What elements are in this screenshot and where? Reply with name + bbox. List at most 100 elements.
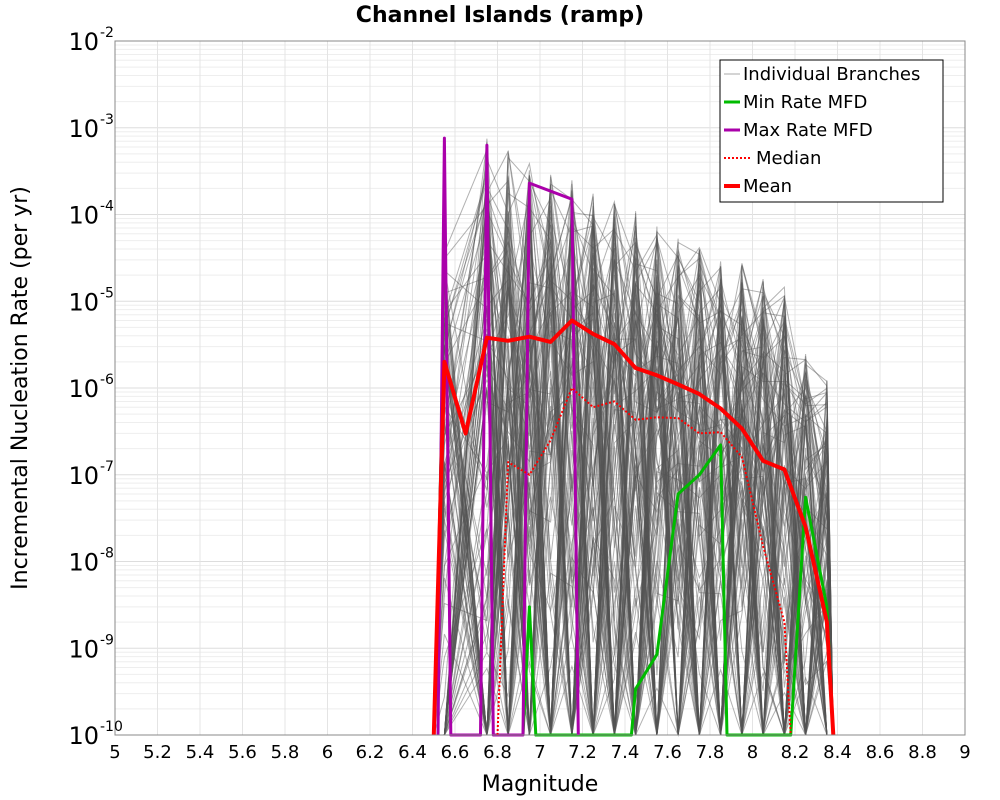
branch-line	[433, 286, 834, 736]
y-tick-exponent: -4	[100, 199, 114, 215]
branch-line	[433, 265, 834, 736]
branch-line	[433, 175, 834, 736]
branch-line	[433, 280, 834, 736]
series-median	[496, 387, 792, 736]
x-tick-label: 6.8	[483, 742, 512, 763]
branch-line	[433, 299, 834, 736]
branch-line	[433, 260, 834, 736]
y-tick-exponent: -7	[100, 459, 114, 475]
y-tick-exponent: -6	[100, 372, 114, 388]
branch-line	[433, 289, 834, 736]
legend-label: Max Rate MFD	[743, 120, 873, 141]
branch-line	[433, 188, 834, 736]
branch-line	[433, 186, 834, 736]
x-tick-label: 8.2	[781, 742, 810, 763]
branch-line	[433, 210, 834, 736]
plot-area-border	[114, 40, 966, 736]
branch-line	[433, 246, 834, 736]
y-tick-label: 10 -3	[68, 112, 114, 143]
x-tick-label: 5.8	[271, 742, 300, 763]
branch-line	[433, 263, 834, 736]
branch-line	[433, 246, 834, 736]
legend-label: Individual Branches	[743, 64, 920, 85]
branch-line	[433, 261, 834, 736]
x-axis-label: Magnitude	[482, 772, 599, 797]
y-tick-label: 10 -7	[68, 459, 114, 490]
x-tick-label: 7.4	[611, 742, 640, 763]
branch-line	[433, 179, 834, 736]
y-tick-exponent: -5	[100, 285, 114, 301]
branch-line	[433, 205, 834, 736]
x-tick-label: 6.2	[356, 742, 385, 763]
branch-line	[433, 215, 834, 736]
y-tick-base: 10	[68, 722, 99, 750]
branch-line	[433, 275, 834, 736]
y-tick-label: 10 -10	[68, 719, 122, 750]
branch-line	[433, 241, 834, 736]
x-tick-label: 6.4	[398, 742, 427, 763]
grid	[114, 41, 966, 736]
branch-line	[433, 202, 834, 736]
y-tick-base: 10	[68, 375, 99, 403]
y-tick-label: 10 -9	[68, 632, 114, 663]
x-tick-label: 7.2	[568, 742, 597, 763]
legend-label: Min Rate MFD	[743, 92, 867, 113]
branch-line	[433, 241, 834, 736]
branch-line	[433, 233, 834, 736]
branch-line	[433, 213, 834, 736]
x-tick-label: 5	[109, 742, 120, 763]
x-tick-label: 7.6	[653, 742, 682, 763]
branch-line	[433, 149, 834, 736]
branch-line	[433, 184, 834, 736]
branch-line	[433, 197, 834, 736]
branch-line	[433, 191, 834, 736]
branch-line	[433, 188, 834, 736]
branch-line	[433, 278, 834, 736]
branch-line	[433, 224, 834, 736]
branch-line	[433, 180, 834, 736]
branch-line	[433, 340, 834, 736]
branch-line	[433, 156, 834, 736]
branch-line	[433, 175, 834, 736]
branch-line	[433, 174, 834, 736]
y-tick-base: 10	[68, 635, 99, 663]
chart-title: Channel Islands (ramp)	[356, 3, 644, 28]
y-tick-exponent: -3	[100, 112, 114, 128]
x-tick-label: 6	[322, 742, 333, 763]
branch-line	[433, 278, 834, 736]
branch-line	[433, 279, 834, 736]
x-tick-label: 9	[959, 742, 970, 763]
y-tick-label: 10 -8	[68, 546, 114, 577]
branch-line	[433, 189, 834, 736]
branch-line	[433, 225, 834, 736]
y-axis-label: Incremental Nucleation Rate (per yr)	[8, 186, 33, 590]
branch-line	[433, 247, 834, 736]
legend: Individual Branches Min Rate MFD Max Rate …	[719, 59, 944, 203]
branch-line	[433, 293, 834, 736]
branch-line	[433, 177, 834, 736]
branch-line	[433, 186, 834, 736]
branch-line	[433, 219, 834, 736]
branch-line	[433, 150, 834, 736]
branch-line	[433, 185, 834, 736]
branch-line	[433, 161, 834, 736]
x-tick-label: 7	[534, 742, 545, 763]
branch-line	[433, 218, 834, 736]
branch-line	[433, 193, 834, 736]
branch-line	[433, 238, 834, 736]
y-tick-label: 10 -5	[68, 285, 114, 316]
y-tick-base: 10	[68, 115, 99, 143]
branch-line	[433, 226, 834, 736]
y-tick-exponent: -2	[100, 25, 114, 41]
branch-line	[433, 183, 834, 736]
legend-label: Mean	[743, 176, 792, 197]
branch-line	[433, 153, 834, 736]
series-mean	[431, 318, 836, 736]
y-tick-base: 10	[68, 288, 99, 316]
branch-line	[433, 293, 834, 737]
x-tick-label: 6.6	[441, 742, 470, 763]
branch-line	[433, 249, 834, 736]
x-tick-label: 8.6	[866, 742, 895, 763]
